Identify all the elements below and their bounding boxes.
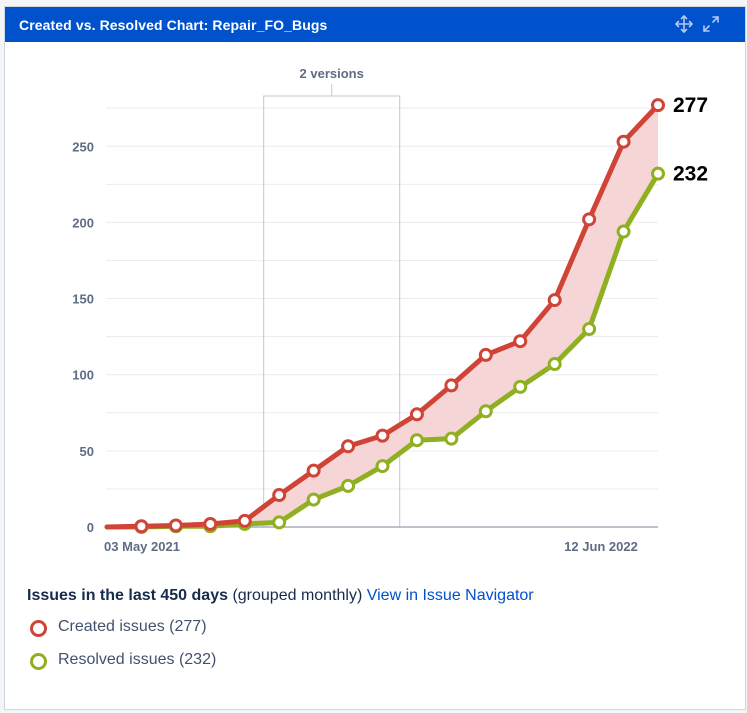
legend-period: Issues in the last 450 days [27, 587, 228, 604]
resolved-point-16[interactable] [651, 166, 665, 181]
created-end-label: 277 [673, 94, 708, 117]
created-point-15[interactable] [616, 134, 631, 149]
resolved-series-line [104, 171, 661, 530]
chart-legend: Issues in the last 450 days (grouped mon… [27, 587, 534, 671]
legend-item-created[interactable]: Created issues (277) [27, 618, 534, 638]
created-point-2[interactable] [168, 518, 183, 533]
gadget-header: Created vs. Resolved Chart: Repair_FO_Bu… [5, 7, 745, 42]
resolved-point-15[interactable] [616, 224, 631, 239]
created-point-4[interactable] [237, 513, 252, 528]
resolved-circle-icon [30, 653, 47, 670]
resolved-point-6[interactable] [306, 492, 321, 507]
created-point-9[interactable] [409, 407, 424, 422]
resolved-point-11[interactable] [478, 404, 493, 419]
data-points[interactable] [134, 98, 665, 534]
created-point-16[interactable] [651, 98, 665, 113]
y-axis-ticks: 0 50 100 150 200 250 [72, 139, 94, 535]
resolved-point-10[interactable] [444, 431, 459, 446]
legend-label-resolved: Resolved issues (232) [58, 651, 217, 668]
y-tick-label-100: 100 [72, 368, 94, 383]
legend-label-created: Created issues (277) [58, 618, 207, 635]
version-marker-label: 2 versions [300, 66, 364, 81]
end-labels: 232 277 [673, 94, 708, 186]
y-tick-label-250: 250 [72, 139, 94, 154]
x-axis-ticks: 03 May 2021 12 Jun 2022 [104, 539, 638, 554]
created-resolved-gap-area [107, 105, 658, 527]
created-point-13[interactable] [547, 293, 562, 308]
created-point-14[interactable] [582, 212, 597, 227]
view-in-issue-navigator-link[interactable]: View in Issue Navigator [366, 587, 534, 604]
legend-title: Issues in the last 450 days (grouped mon… [27, 587, 534, 605]
resolved-point-12[interactable] [513, 379, 528, 394]
created-point-6[interactable] [306, 463, 321, 478]
resolved-end-label: 232 [673, 163, 708, 186]
resolved-point-9[interactable] [409, 433, 424, 448]
maximize-icon[interactable] [701, 14, 721, 34]
y-tick-label-50: 50 [80, 444, 94, 459]
resolved-point-7[interactable] [341, 478, 356, 493]
created-point-7[interactable] [341, 439, 356, 454]
created-point-12[interactable] [513, 334, 528, 349]
legend-item-resolved[interactable]: Resolved issues (232) [27, 651, 534, 671]
y-tick-label-150: 150 [72, 292, 94, 307]
created-point-5[interactable] [272, 488, 287, 503]
gadget-panel: Created vs. Resolved Chart: Repair_FO_Bu… [4, 6, 746, 710]
created-point-10[interactable] [444, 378, 459, 393]
grid-lines [106, 107, 658, 490]
created-point-1[interactable] [134, 519, 149, 534]
x-tick-label-end: 12 Jun 2022 [564, 539, 638, 554]
created-point-8[interactable] [375, 428, 390, 443]
resolved-point-14[interactable] [582, 322, 597, 337]
x-tick-label-start: 03 May 2021 [104, 539, 180, 554]
resolved-point-13[interactable] [547, 357, 562, 372]
created-point-11[interactable] [478, 347, 493, 362]
resolved-point-5[interactable] [272, 515, 287, 530]
created-point-3[interactable] [203, 516, 218, 531]
resolved-point-8[interactable] [375, 459, 390, 474]
move-icon[interactable] [674, 14, 694, 34]
y-tick-label-200: 200 [72, 215, 94, 230]
created-circle-icon [30, 620, 47, 637]
y-tick-label-0: 0 [87, 520, 94, 535]
gadget-title: Created vs. Resolved Chart: Repair_FO_Bu… [19, 17, 328, 33]
legend-grouping: (grouped monthly) [228, 587, 367, 604]
